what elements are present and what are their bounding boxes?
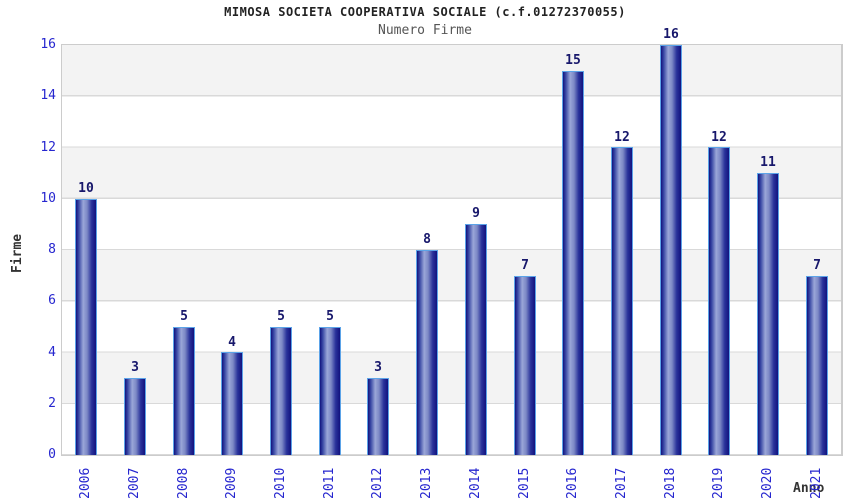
x-tick-label: 2006 [78,467,93,499]
x-tick-label: 2008 [176,467,191,499]
bar-2019 [708,147,730,455]
bar-2020 [757,173,779,455]
x-tick-label: 2007 [127,467,142,499]
bar-2009 [221,352,243,455]
bar-value-label: 12 [711,130,727,145]
bar-2010 [270,327,292,455]
bar-value-label: 11 [760,155,776,170]
x-tick-label: 2010 [273,467,288,499]
bar-value-label: 3 [374,360,382,375]
bar-value-label: 4 [228,335,236,350]
bar-2007 [124,378,146,455]
x-tick-label: 2019 [711,467,726,499]
bar-2013 [416,250,438,455]
bar-2018 [660,45,682,455]
x-tick-label: 2020 [760,467,775,499]
x-tick-label: 2009 [224,467,239,499]
y-tick-label: 12 [40,139,56,155]
bar-value-label: 12 [614,130,630,145]
bar-2017 [611,147,633,455]
y-tick-label: 10 [40,190,56,206]
bar-value-label: 10 [78,181,94,196]
y-tick-label: 16 [40,37,56,52]
bar-value-label: 3 [131,360,139,375]
chart-title: MIMOSA SOCIETA COOPERATIVA SOCIALE (c.f.… [224,5,626,19]
bar-value-label: 7 [521,258,529,273]
bar-2015 [514,276,536,455]
x-tick-label: 2018 [663,467,678,499]
plot-area [61,44,843,456]
bar-value-label: 16 [663,27,679,42]
bar-2012 [367,378,389,455]
x-axis-title: Anno [793,481,825,496]
bar-value-label: 7 [813,258,821,273]
y-tick-label: 6 [48,293,56,309]
bar-2021 [806,276,828,455]
y-tick-label: 4 [48,344,56,360]
bar-value-label: 5 [326,309,334,324]
x-tick-label: 2011 [322,467,337,499]
y-tick-label: 14 [40,88,56,104]
bar-2008 [173,327,195,455]
bar-value-label: 8 [423,232,431,247]
y-tick-label: 2 [48,395,56,411]
bar-2011 [319,327,341,455]
x-tick-label: 2016 [565,467,580,499]
bar-value-label: 5 [180,309,188,324]
x-tick-label: 2015 [517,467,532,499]
bar-2016 [562,71,584,455]
y-tick-label: 8 [48,242,56,257]
x-tick-label: 2021 [809,467,824,499]
x-tick-label: 2017 [614,467,629,499]
y-tick-label: 0 [48,447,56,462]
bar-value-label: 5 [277,309,285,324]
x-tick-label: 2014 [468,467,483,499]
x-tick-label: 2013 [419,467,434,499]
chart-subtitle: Numero Firme [378,23,472,38]
bar-value-label: 9 [472,206,480,221]
bar-2006 [75,199,97,455]
bar-2014 [465,224,487,455]
x-tick-label: 2012 [370,467,385,499]
bar-value-label: 15 [565,53,581,68]
